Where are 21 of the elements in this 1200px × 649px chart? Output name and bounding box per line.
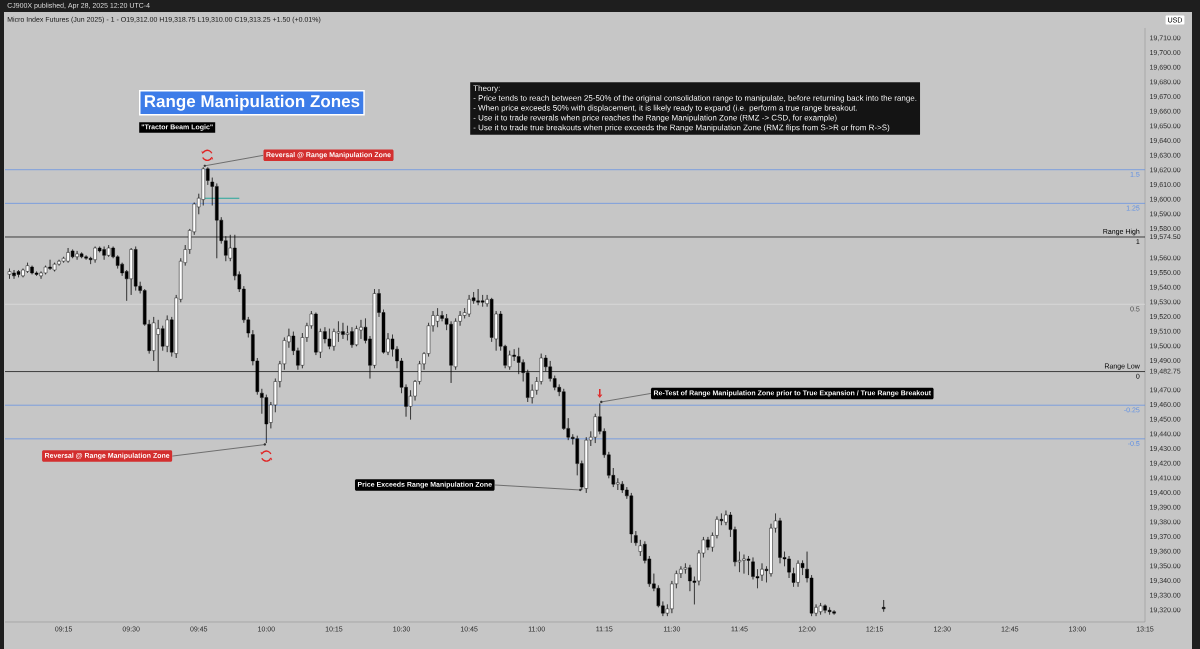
annotation: - Use it to trade true breakouts when price exceeds the Range Manipulation Zone (RMZ flips from S->R or from R->S) [473, 124, 890, 132]
text: Range Manipulation Zones [144, 94, 360, 111]
candlestick [52, 262, 57, 272]
candlestick [818, 602, 823, 615]
candlestick [106, 244, 111, 258]
candlestick [16, 269, 21, 278]
candlestick [881, 599, 886, 612]
annotation: - Use it to trade reverals when price reaches the Range Manipulation Zone (RMZ -> CSD, for example) [473, 114, 837, 123]
annotation: - Price tends to reach between 25-50% of the original consolidation range to manipulate, before returning back into the range. [473, 94, 917, 103]
candlestick [7, 268, 12, 280]
candlestick [25, 262, 30, 274]
annotation: Theory: [473, 85, 500, 93]
candlestick [746, 555, 751, 576]
candlestick [827, 607, 832, 615]
candlestick [79, 252, 84, 259]
candlestick [327, 328, 332, 350]
candlestick [133, 246, 138, 291]
annotation: - When price exceeds 50% with displacement, it is likely ready to expand (i.e. perform a true range breakout. [473, 104, 857, 113]
candlestick [70, 249, 75, 259]
candlestick [435, 307, 440, 328]
candlestick [634, 530, 638, 546]
